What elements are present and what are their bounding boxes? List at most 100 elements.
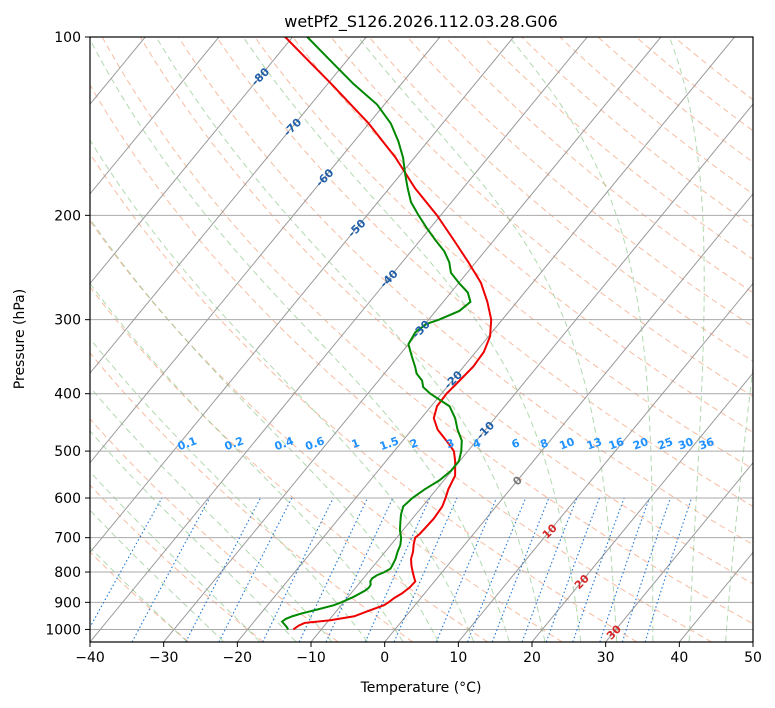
mixing-ratio-line: [572, 497, 625, 642]
isotherm-label: -20: [442, 368, 465, 391]
dry-adiabat-line: [90, 418, 339, 642]
mixing-ratio-label: 10: [558, 435, 577, 453]
isotherm-line: [531, 372, 753, 642]
isotherm-line: [90, 37, 367, 374]
x-tick-label: 40: [670, 650, 688, 666]
y-tick-label: 500: [54, 444, 81, 460]
y-tick-label: 700: [54, 531, 81, 547]
dry-adiabat-line: [406, 37, 753, 328]
y-tick-label: 1000: [45, 622, 81, 638]
mixing-ratio-line: [644, 497, 693, 642]
mixing-ratio-line: [218, 497, 293, 642]
isotherm-line: [90, 37, 588, 642]
y-tick-label: 800: [54, 565, 81, 581]
moist-adiabat-line: [508, 37, 654, 642]
moist-adiabat-line: [90, 217, 439, 642]
isotherm-line: [236, 37, 736, 642]
moist-adiabat-line: [90, 139, 475, 642]
mixing-ratio-label: 13: [585, 435, 604, 452]
line-labels: 0.1 0.2 0.4 0.6 1 1.5 2 3 4 6 8 10 13 16 20 25 30 36 -80 -7…: [176, 65, 716, 643]
mixing-ratio-line: [466, 497, 527, 642]
isotherm-line: [90, 37, 220, 195]
x-axis-label: Temperature (°C): [360, 680, 482, 696]
x-tick-label: 30: [597, 650, 615, 666]
dry-adiabat-line: [597, 37, 753, 163]
moist-adiabat-line: [90, 282, 404, 642]
chart-title: wetPf2_S126.2026.112.03.28.G06: [284, 12, 558, 32]
profile-lines: [280, 37, 493, 631]
dry-adiabat-line: [635, 37, 753, 132]
dry-adiabat-line: [559, 37, 753, 195]
x-tick-label: 0: [380, 650, 389, 666]
dry-adiabat-line: [139, 37, 753, 585]
mixing-ratio-line: [131, 497, 211, 642]
mixing-ratio-label: 3: [444, 436, 456, 451]
mixing-ratio-label: 30: [676, 435, 695, 453]
moist-adiabat-line: [90, 509, 224, 642]
y-tick-label: 200: [54, 208, 81, 224]
moist-adiabat-line: [242, 37, 582, 642]
isotherm-line: [752, 641, 753, 642]
dry-adiabat-line: [254, 37, 753, 470]
mixing-ratio-line: [435, 497, 498, 642]
dry-adiabat-line: [482, 37, 753, 260]
moist-adiabat-line: [90, 546, 188, 642]
mixing-ratio-label: 25: [656, 435, 675, 452]
mixing-ratio-label: 0.1: [176, 434, 199, 453]
moist-adiabat-line: [155, 37, 546, 642]
dry-adiabat-line: [90, 83, 712, 642]
axes: −40 −30 −20 −10 0 10 20 30 40 5010020030040050060…: [45, 30, 762, 666]
mixing-ratio-label: 8: [538, 436, 550, 451]
dewpoint-profile-line: [280, 37, 472, 630]
isotherm-line: [90, 37, 441, 464]
mixing-ratio-line: [491, 497, 550, 642]
x-tick-label: 50: [744, 650, 762, 666]
moist-adiabat-line: [90, 430, 297, 642]
isotherm-label: -50: [345, 217, 368, 240]
x-tick-label: 20: [523, 650, 541, 666]
moist-adiabat-line: [90, 337, 368, 642]
mixing-ratio-line: [185, 497, 261, 642]
mixing-ratio-line: [364, 497, 431, 642]
y-tick-label: 900: [54, 595, 81, 611]
moist-adiabat-line: [90, 470, 261, 642]
background-lines: [90, 37, 753, 642]
x-tick-label: −20: [223, 650, 253, 666]
y-axis-label: Pressure (hPa): [12, 289, 28, 389]
isotherm-label: -60: [313, 166, 336, 189]
y-tick-label: 100: [54, 30, 81, 46]
isotherm-line: [457, 282, 753, 642]
plot-frame: [89, 36, 754, 643]
dry-adiabat-line: [101, 37, 753, 625]
mixing-ratio-label: 0.2: [223, 434, 246, 453]
dry-adiabat-line: [216, 37, 753, 507]
moist-adiabat-line: [357, 37, 618, 642]
mixing-ratio-label: 1: [350, 436, 362, 451]
dry-adiabat-line: [177, 37, 753, 546]
mixing-ratio-line: [393, 497, 458, 642]
dry-adiabat-line: [292, 37, 753, 433]
dry-adiabat-line: [330, 37, 753, 398]
mixing-ratio-line: [325, 497, 394, 642]
mixing-ratio-label: 20: [631, 435, 650, 453]
isotherm-line: [605, 461, 753, 642]
mixing-ratio-line: [90, 497, 163, 629]
dry-adiabat-line: [368, 37, 753, 362]
isotherm-line: [90, 37, 515, 554]
mixing-ratio-label: 16: [607, 435, 626, 453]
x-tick-label: −30: [149, 650, 179, 666]
moist-adiabat-line: [725, 362, 753, 642]
isotherm-label: -40: [377, 267, 400, 290]
isotherm-line: [384, 193, 753, 642]
y-tick-label: 400: [54, 387, 81, 403]
dry-adiabat-line: [90, 219, 563, 642]
temperature-profile-line: [284, 37, 493, 631]
isotherm-label: -80: [249, 65, 272, 88]
mixing-ratio-line: [262, 497, 334, 642]
mixing-ratio-label: 2: [408, 436, 420, 451]
mixing-ratio-label: 36: [697, 435, 716, 453]
mixing-ratio-label: 0.4: [273, 434, 296, 453]
moist-adiabat-line: [668, 37, 705, 642]
x-tick-label: 10: [449, 650, 467, 666]
